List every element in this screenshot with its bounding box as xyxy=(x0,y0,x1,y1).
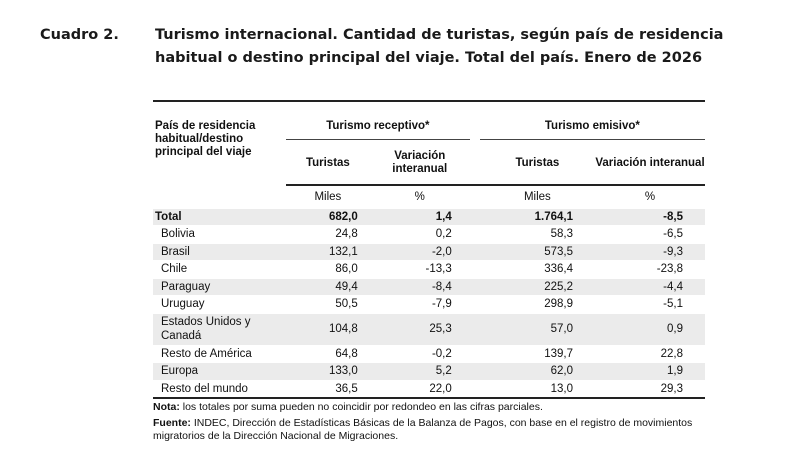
cell-value: 25,3 xyxy=(369,313,470,346)
cell-value: 58,3 xyxy=(479,225,595,244)
row-name: Total xyxy=(153,208,286,226)
cell-value: 0,9 xyxy=(595,313,705,346)
table-row: Estados Unidos y Canadá 104,8 25,3 57,0 0,9 xyxy=(153,313,705,346)
cell-value: 573,5 xyxy=(479,243,595,261)
table-row: Chile 86,0 -13,3 336,4 -23,8 xyxy=(153,260,705,279)
unit: % xyxy=(595,185,705,209)
cell-value: -4,4 xyxy=(595,278,705,296)
row-name: Resto del mundo xyxy=(153,380,286,399)
cell-value: -7,9 xyxy=(369,295,470,314)
cell-value: -9,3 xyxy=(595,243,705,261)
cell-value: 1,9 xyxy=(595,362,705,381)
cell-value: 139,7 xyxy=(479,345,595,363)
cell-value: 682,0 xyxy=(286,208,370,226)
cell-value: -6,5 xyxy=(595,225,705,244)
cell-value: -2,0 xyxy=(369,243,470,261)
group-emisivo: Turismo emisivo* xyxy=(479,101,705,140)
cell-value: 225,2 xyxy=(479,278,595,296)
table-row: Resto del mundo 36,5 22,0 13,0 29,3 xyxy=(153,380,705,399)
col-turistas: Turistas xyxy=(479,139,595,186)
cell-value: 104,8 xyxy=(286,313,370,346)
row-name: Paraguay xyxy=(153,278,286,296)
cell-value: 298,9 xyxy=(479,295,595,314)
cell-value: 13,0 xyxy=(479,380,595,399)
row-name: Resto de América xyxy=(153,345,286,363)
cell-value: 29,3 xyxy=(595,380,705,399)
source-text: INDEC, Dirección de Estadísticas Básicas… xyxy=(153,417,693,442)
page-title: Turismo internacional. Cantidad de turis… xyxy=(155,27,724,66)
cell-value: 133,0 xyxy=(286,362,370,381)
row-name: Brasil xyxy=(153,243,286,261)
cell-value: 57,0 xyxy=(479,313,595,346)
group-receptivo: Turismo receptivo* xyxy=(286,101,470,140)
table-row: Resto de América 64,8 -0,2 139,7 22,8 xyxy=(153,345,705,363)
cell-value: -0,2 xyxy=(369,345,470,363)
cell-value: -8,4 xyxy=(369,278,470,296)
col-turistas: Turistas xyxy=(286,139,370,186)
cell-value: 22,8 xyxy=(595,345,705,363)
table-row: Brasil 132,1 -2,0 573,5 -9,3 xyxy=(153,243,705,261)
cell-value: 36,5 xyxy=(286,380,370,399)
cell-value: 62,0 xyxy=(479,362,595,381)
table-row: Total 682,0 1,4 1.764,1 -8,5 xyxy=(153,208,705,226)
cell-value: 1,4 xyxy=(369,208,470,226)
row-header: País de residencia habitual/destino prin… xyxy=(155,120,256,158)
row-name: Europa xyxy=(153,362,286,381)
cell-value: 336,4 xyxy=(479,260,595,279)
cell-value: 50,5 xyxy=(286,295,370,314)
cell-value: 0,2 xyxy=(369,225,470,244)
cell-value: -13,3 xyxy=(369,260,470,279)
cell-value: 86,0 xyxy=(286,260,370,279)
cell-value: 5,2 xyxy=(369,362,470,381)
cell-value: -23,8 xyxy=(595,260,705,279)
cell-value: -5,1 xyxy=(595,295,705,314)
table-row: Europa 133,0 5,2 62,0 1,9 xyxy=(153,362,705,381)
table-row: Uruguay 50,5 -7,9 298,9 -5,1 xyxy=(153,295,705,314)
source-label: Fuente: xyxy=(153,417,191,429)
table-row: Paraguay 49,4 -8,4 225,2 -4,4 xyxy=(153,278,705,296)
table-number: Cuadro 2. xyxy=(40,27,119,43)
cell-value: 24,8 xyxy=(286,225,370,244)
unit: Miles xyxy=(286,185,370,209)
row-name: Chile xyxy=(153,260,286,279)
row-name: Estados Unidos y Canadá xyxy=(153,313,286,346)
row-name: Uruguay xyxy=(153,295,286,314)
cell-value: -8,5 xyxy=(595,208,705,226)
source: Fuente: INDEC, Dirección de Estadísticas… xyxy=(153,417,713,442)
note-label: Nota: xyxy=(153,401,180,413)
cell-value: 49,4 xyxy=(286,278,370,296)
cell-value: 64,8 xyxy=(286,345,370,363)
col-variacion: Variación interanual xyxy=(595,139,705,186)
table-row: Bolivia 24,8 0,2 58,3 -6,5 xyxy=(153,225,705,244)
cell-value: 22,0 xyxy=(369,380,470,399)
note: Nota: los totales por suma pueden no coi… xyxy=(153,401,713,414)
unit: % xyxy=(369,185,470,209)
note-text: los totales por suma pueden no coincidir… xyxy=(179,401,543,413)
cell-value: 1.764,1 xyxy=(479,208,595,226)
cell-value: 132,1 xyxy=(286,243,370,261)
row-name: Bolivia xyxy=(153,225,286,244)
unit: Miles xyxy=(479,185,595,209)
tourism-table: País de residencia habitual/destino prin… xyxy=(153,100,705,399)
col-variacion: Variación interanual xyxy=(369,139,470,186)
